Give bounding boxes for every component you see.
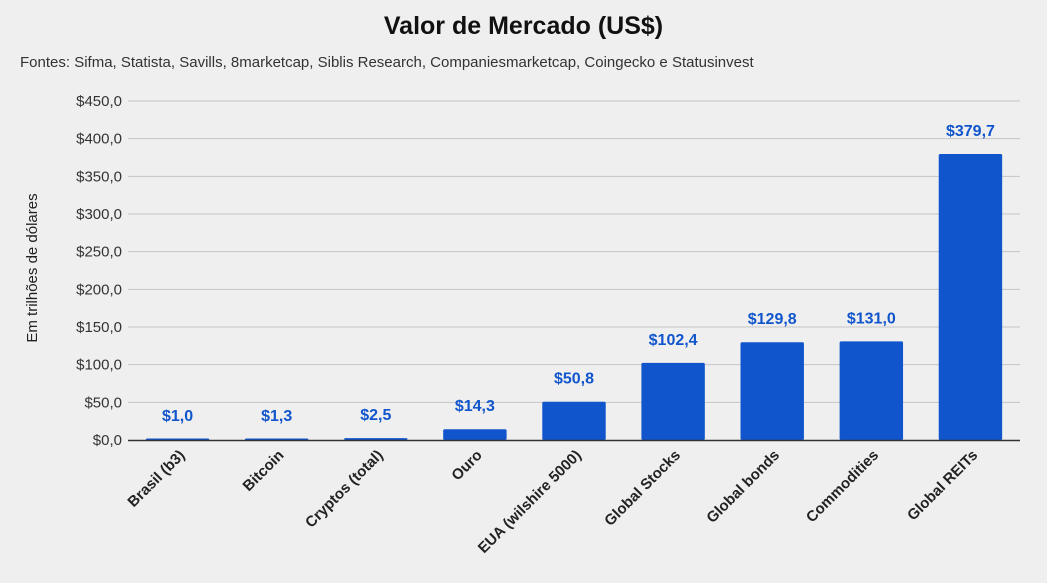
data-label: $131,0 xyxy=(847,310,896,327)
y-tick-label: $150,0 xyxy=(76,319,122,336)
bar-5 xyxy=(641,362,705,440)
x-tick-label: Ouro xyxy=(448,447,485,484)
y-tick-label: $250,0 xyxy=(76,244,122,261)
y-tick-label: $450,0 xyxy=(76,93,122,110)
y-tick-label: $100,0 xyxy=(76,357,122,374)
data-label: $2,5 xyxy=(360,407,391,424)
bar-4 xyxy=(542,401,606,440)
data-labels: $1,0 $1,3 $2,5 $14,3 $50,8 $102,4 $129,8 $131,0… xyxy=(162,123,995,425)
bars xyxy=(145,153,1003,440)
x-tick-label: Global REITs xyxy=(904,447,981,524)
data-label: $102,4 xyxy=(649,332,698,349)
x-tick-label: Global Stocks xyxy=(601,447,684,530)
x-tick-label: Commodities xyxy=(803,447,882,526)
data-label: $379,7 xyxy=(946,123,995,140)
data-label: $14,3 xyxy=(455,398,495,415)
x-tick-label: EUA (wilshire 5000) xyxy=(475,447,585,557)
y-tick-labels: $0,0 $50,0 $100,0 $150,0 $200,0 $250,0 $300,0 $… xyxy=(76,93,122,449)
chart-title: Valor de Mercado (US$) xyxy=(383,12,664,40)
x-tick-label: Bitcoin xyxy=(240,447,288,495)
bar-1 xyxy=(244,438,309,440)
data-label: $50,8 xyxy=(554,371,594,388)
y-tick-label: $50,0 xyxy=(84,394,122,411)
x-tick-label: Global bonds xyxy=(703,447,783,527)
y-tick-label: $350,0 xyxy=(76,168,122,185)
data-label: $129,8 xyxy=(748,311,797,328)
bar-3 xyxy=(443,429,507,440)
bar-8 xyxy=(938,153,1003,440)
y-tick-label: $0,0 xyxy=(93,432,122,449)
bar-2 xyxy=(344,438,408,440)
x-tick-labels: Brasil (b3) Bitcoin Cryptos (total) OuroEUA… xyxy=(124,447,981,557)
x-tick-label: Brasil (b3) xyxy=(124,447,188,511)
data-label: $1,0 xyxy=(162,408,193,425)
bar-6 xyxy=(740,342,804,440)
data-label: $1,3 xyxy=(261,408,292,425)
y-tick-label: $400,0 xyxy=(76,131,122,148)
x-tick-label: Cryptos (total) xyxy=(302,447,386,531)
y-tick-label: $300,0 xyxy=(76,206,122,223)
chart-subtitle: Fontes: Sifma, Statista, Savills, 8marke… xyxy=(20,54,754,71)
y-tick-label: $200,0 xyxy=(76,281,122,298)
y-axis-title: Em trilhões de dólares xyxy=(24,193,41,342)
bar-7 xyxy=(839,341,904,440)
bar-0 xyxy=(145,438,210,440)
